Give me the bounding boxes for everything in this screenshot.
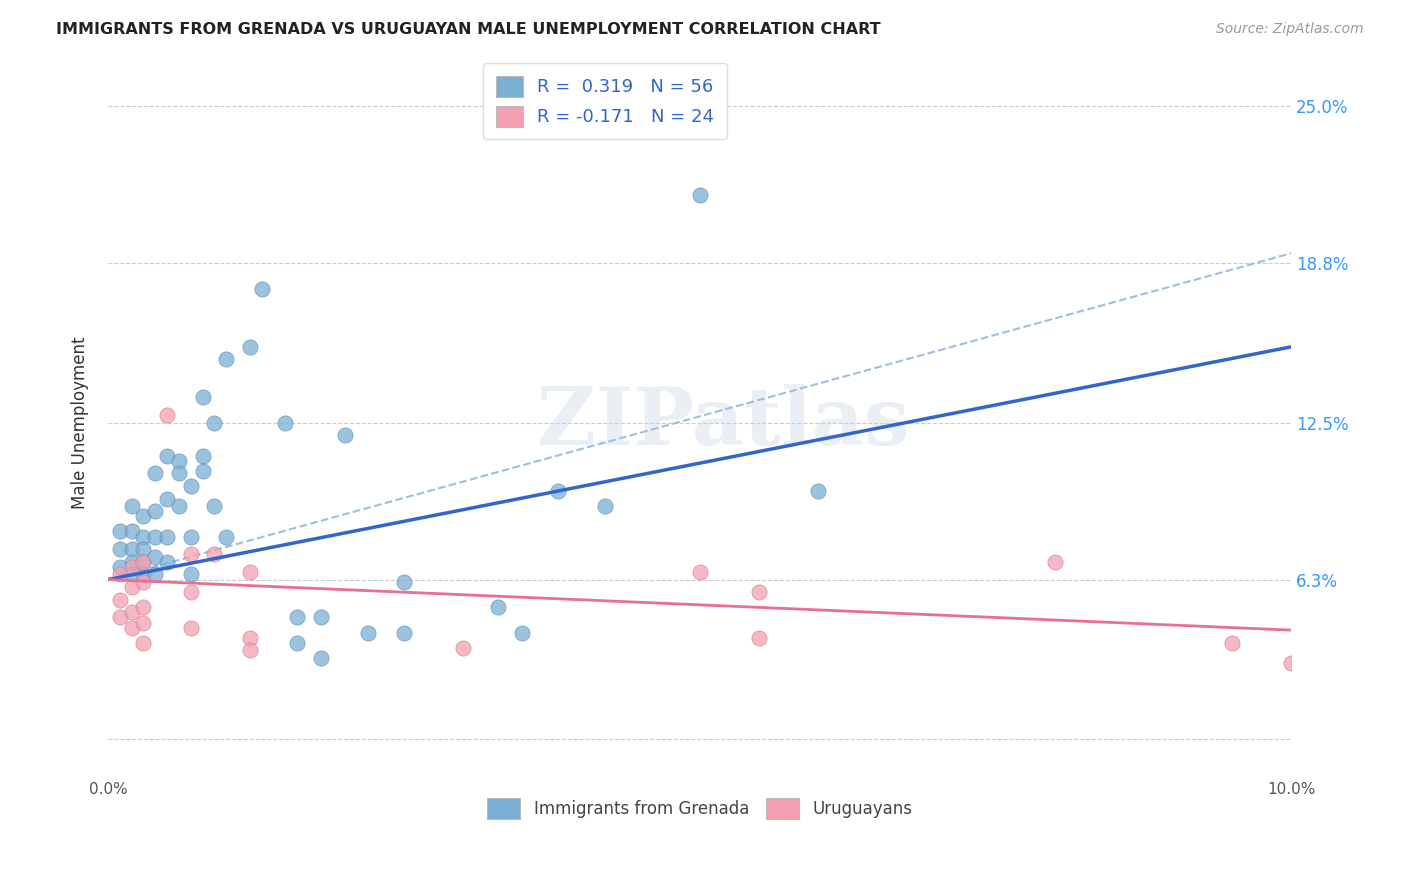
Point — [143, 549, 166, 564]
Point — [121, 621, 143, 635]
Point — [392, 575, 415, 590]
Point — [143, 467, 166, 481]
Point — [132, 555, 155, 569]
Point — [309, 610, 332, 624]
Point — [121, 524, 143, 539]
Point — [121, 580, 143, 594]
Point — [156, 449, 179, 463]
Point — [333, 428, 356, 442]
Point — [167, 453, 190, 467]
Point — [132, 542, 155, 557]
Point — [132, 567, 155, 582]
Point — [180, 621, 202, 635]
Point — [180, 529, 202, 543]
Point — [1043, 555, 1066, 569]
Point — [132, 615, 155, 630]
Point — [143, 504, 166, 518]
Point — [689, 565, 711, 579]
Point — [250, 282, 273, 296]
Point — [156, 529, 179, 543]
Point — [132, 509, 155, 524]
Point — [274, 416, 297, 430]
Point — [239, 565, 262, 579]
Point — [132, 600, 155, 615]
Point — [108, 560, 131, 574]
Point — [121, 567, 143, 582]
Point — [180, 479, 202, 493]
Point — [239, 643, 262, 657]
Point — [748, 585, 770, 599]
Point — [451, 640, 474, 655]
Point — [309, 651, 332, 665]
Point — [156, 408, 179, 422]
Point — [204, 416, 226, 430]
Point — [215, 529, 238, 543]
Legend: Immigrants from Grenada, Uruguayans: Immigrants from Grenada, Uruguayans — [481, 791, 920, 825]
Point — [191, 464, 214, 478]
Text: IMMIGRANTS FROM GRENADA VS URUGUAYAN MALE UNEMPLOYMENT CORRELATION CHART: IMMIGRANTS FROM GRENADA VS URUGUAYAN MAL… — [56, 22, 882, 37]
Point — [108, 567, 131, 582]
Point — [689, 188, 711, 202]
Point — [108, 592, 131, 607]
Point — [132, 636, 155, 650]
Point — [143, 567, 166, 582]
Point — [392, 625, 415, 640]
Point — [510, 625, 533, 640]
Point — [215, 352, 238, 367]
Point — [204, 499, 226, 513]
Point — [180, 567, 202, 582]
Point — [156, 555, 179, 569]
Point — [132, 529, 155, 543]
Text: ZIPatlas: ZIPatlas — [537, 384, 910, 462]
Point — [285, 610, 308, 624]
Point — [1220, 636, 1243, 650]
Point — [180, 547, 202, 561]
Point — [143, 529, 166, 543]
Text: Source: ZipAtlas.com: Source: ZipAtlas.com — [1216, 22, 1364, 37]
Point — [180, 585, 202, 599]
Point — [121, 555, 143, 569]
Point — [156, 491, 179, 506]
Point — [121, 606, 143, 620]
Point — [121, 499, 143, 513]
Point — [132, 575, 155, 590]
Point — [191, 391, 214, 405]
Point — [547, 483, 569, 498]
Point — [108, 542, 131, 557]
Point — [357, 625, 380, 640]
Point — [167, 499, 190, 513]
Point — [239, 340, 262, 354]
Point — [285, 636, 308, 650]
Point — [748, 631, 770, 645]
Point — [121, 560, 143, 574]
Point — [204, 547, 226, 561]
Point — [488, 600, 510, 615]
Point — [593, 499, 616, 513]
Y-axis label: Male Unemployment: Male Unemployment — [72, 336, 89, 509]
Point — [1279, 656, 1302, 670]
Point — [191, 449, 214, 463]
Point — [167, 467, 190, 481]
Point — [239, 631, 262, 645]
Point — [807, 483, 830, 498]
Point — [108, 524, 131, 539]
Point — [132, 555, 155, 569]
Point — [108, 610, 131, 624]
Point — [121, 542, 143, 557]
